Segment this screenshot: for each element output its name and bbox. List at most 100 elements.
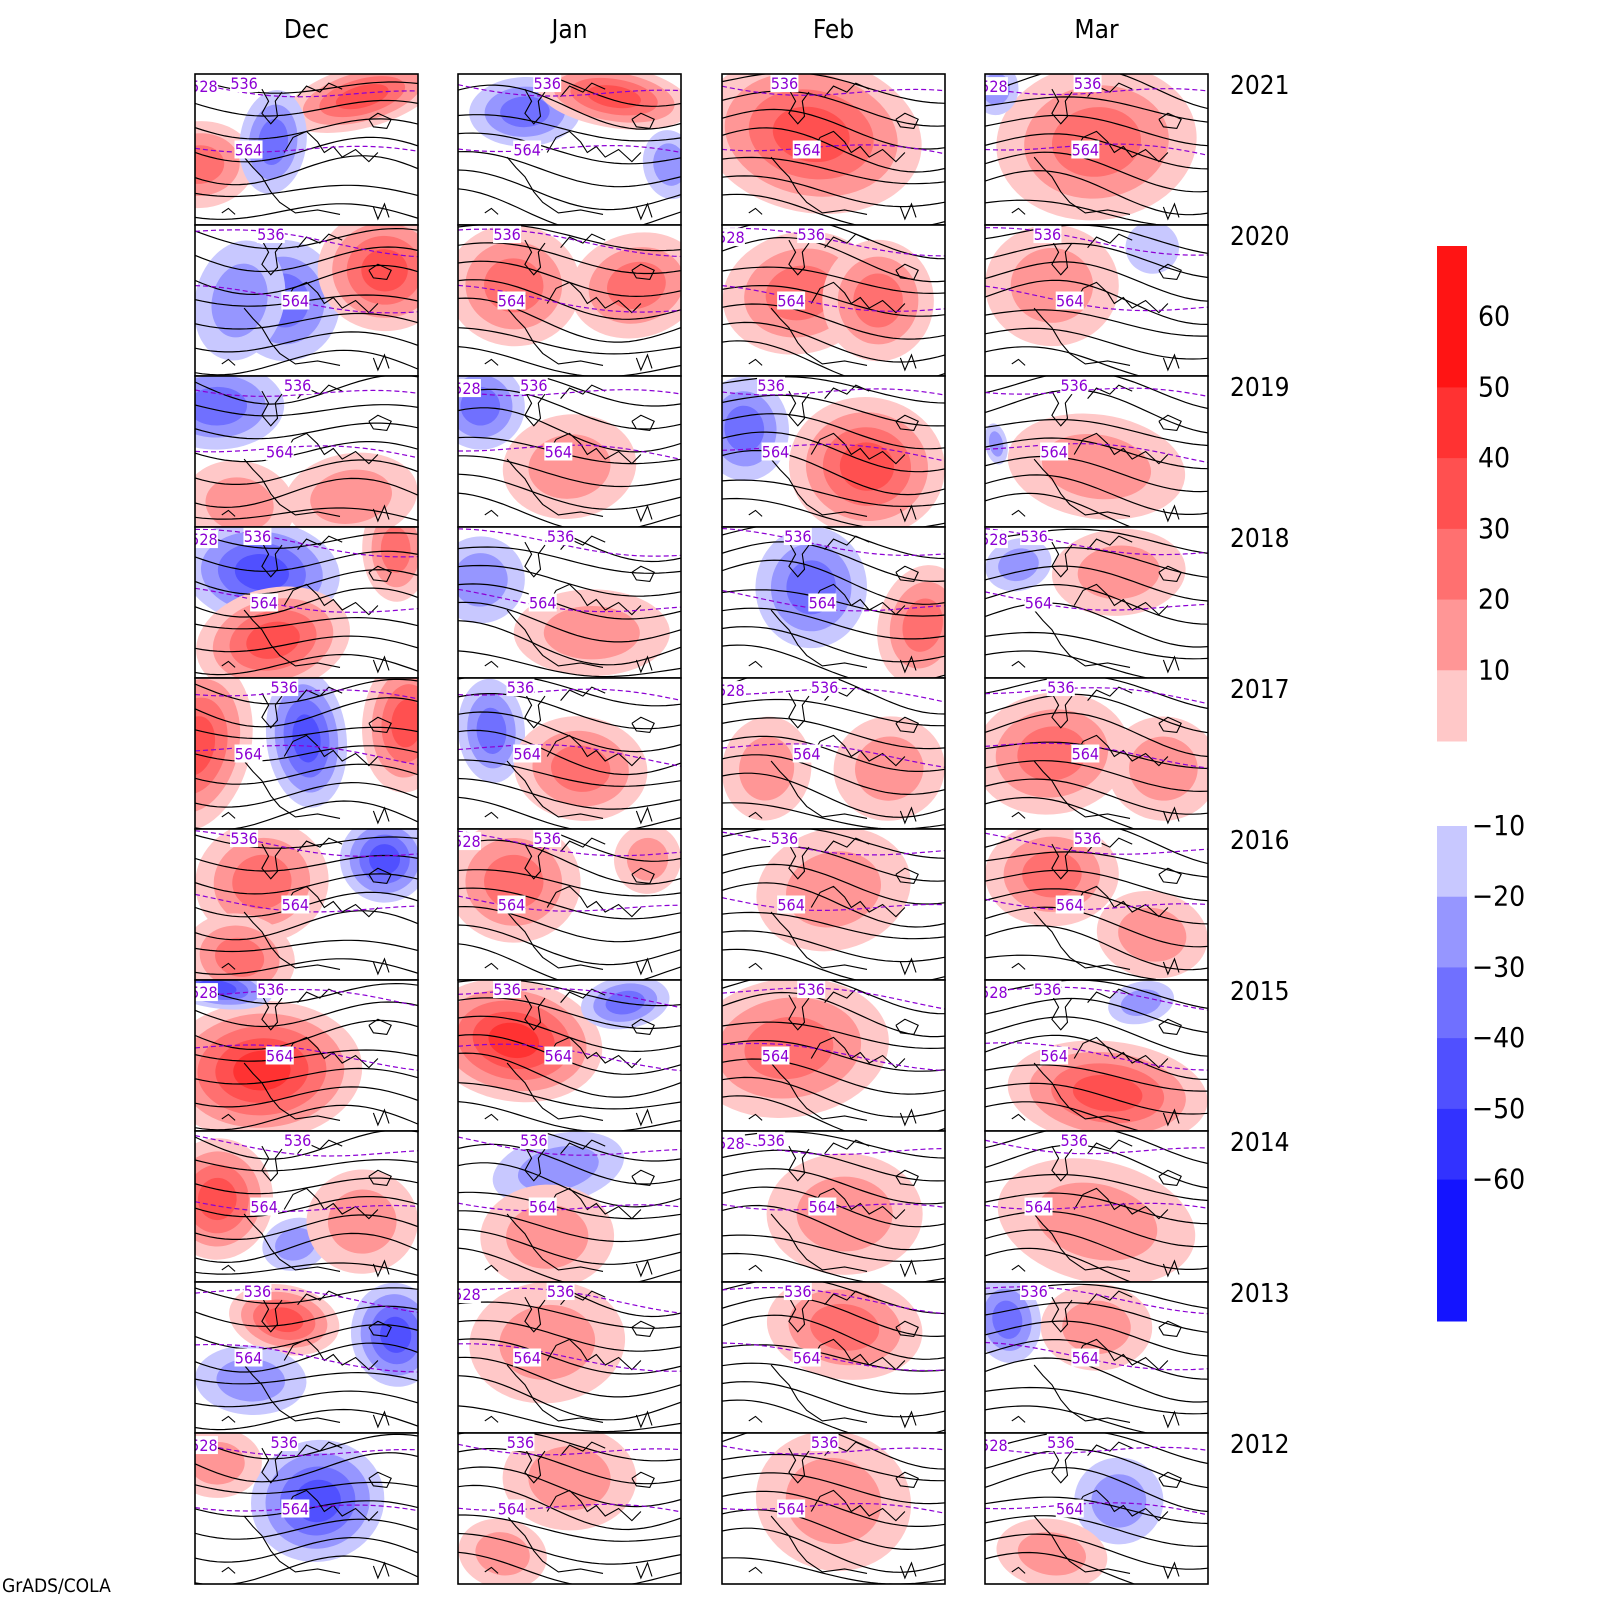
contour-label: 564 [809,1198,836,1217]
coastline [770,156,868,215]
contour-label: 564 [513,745,540,764]
coastline [261,541,283,578]
contour-label: 536 [244,1282,271,1301]
contour-label: 564 [529,594,556,613]
thickness-contour [985,742,1208,769]
height-contour [458,887,681,920]
contour-label: 536 [1020,527,1047,546]
height-contour [195,1287,418,1305]
thickness-contour [985,1202,1208,1210]
coastline [788,541,810,578]
anomaly-level-neg-30 [992,1300,1023,1339]
height-contour [195,1342,418,1373]
height-contour [722,1168,945,1205]
coastline [243,156,341,215]
contour-label-bg [497,291,526,310]
anomaly-level-pos-20 [1118,907,1187,962]
coastline [1011,1113,1026,1121]
coastline [368,1320,392,1337]
height-contour [722,1296,945,1338]
coastline [635,655,653,674]
colorbar-swatch-negative [1437,896,1467,968]
anomaly-level-pos-20 [626,837,669,881]
height-contour [458,84,681,130]
thickness-contour [458,1287,681,1314]
coastline [1158,565,1182,582]
height-contour [722,1040,945,1072]
height-contour [458,1338,681,1375]
height-contour [195,349,418,376]
coastline [1073,734,1169,767]
contour-label: 536 [1047,1433,1074,1452]
contour-label: 564 [1056,896,1083,915]
thickness-contour [985,443,1208,464]
contour-label: 536 [520,1131,547,1150]
coastline [524,994,546,1031]
height-contour [985,1339,1208,1380]
thickness-contour [195,1135,418,1157]
contour-label: 536 [1074,74,1101,93]
contour-label: 536 [811,678,838,697]
coastline [546,1187,642,1220]
coastline [221,811,236,819]
contour-label-bg [777,1499,806,1518]
contour-label-bg [722,1134,745,1153]
anomaly-level-neg-30 [195,386,248,426]
thickness-contour [722,527,945,557]
height-contour [195,635,418,653]
contour-label-bg [783,527,812,546]
panel-mar-2016: 536 564 [984,828,1209,981]
height-contour [458,225,681,252]
height-contour [985,242,1208,279]
height-contour [722,413,945,450]
height-contour [985,997,1208,1034]
height-contour [722,127,945,173]
colorbar-tick--60: −60 [1472,1163,1525,1196]
contour-label: 536 [507,678,534,697]
contour-label: 564 [498,896,525,915]
height-contour [985,225,1208,254]
height-contour [985,602,1208,648]
height-contour [458,759,681,787]
height-contour [985,327,1208,360]
colorbar: 60 50 40 30 20 10 −10 −20 −30 −40 −50 −60 [1437,246,1525,1322]
height-contour [195,507,418,521]
height-contour [195,1049,418,1062]
height-contour [195,1086,418,1108]
contour-label-bg [497,895,526,914]
height-contour [458,650,681,678]
height-contour [985,1433,1208,1465]
row-label-2018: 2018 [1230,524,1290,554]
contour-label: 564 [762,1047,789,1066]
thickness-contour [985,1042,1208,1071]
coastline [788,692,810,729]
contour-label-bg [1073,74,1102,93]
height-contour [458,114,681,142]
height-contour [195,1214,418,1240]
contour-label: 564 [282,1500,309,1519]
contour-label: 564 [498,292,525,311]
coastline [1158,716,1182,733]
coastline [484,811,499,819]
panel-dec-2019: 536 564 [194,375,419,528]
height-contour [458,150,681,188]
coastline [1051,994,1073,1031]
height-contour [195,1067,418,1085]
coastline [748,1113,763,1121]
coastline [810,281,906,314]
height-contour [195,1555,418,1584]
coastline [524,692,546,729]
height-contour [458,346,681,376]
contour-label-bg [256,980,285,999]
anomaly-level-neg-30 [476,707,507,754]
height-contour [985,1405,1151,1433]
row-label-2015: 2015 [1230,977,1290,1007]
coastline [788,1447,810,1484]
height-contour [985,678,1208,710]
contour-label: 536 [1060,376,1087,395]
anomaly-level-neg-20 [517,1145,599,1192]
height-contour [195,404,418,417]
coastline [1011,1566,1026,1574]
height-contour [195,441,418,463]
